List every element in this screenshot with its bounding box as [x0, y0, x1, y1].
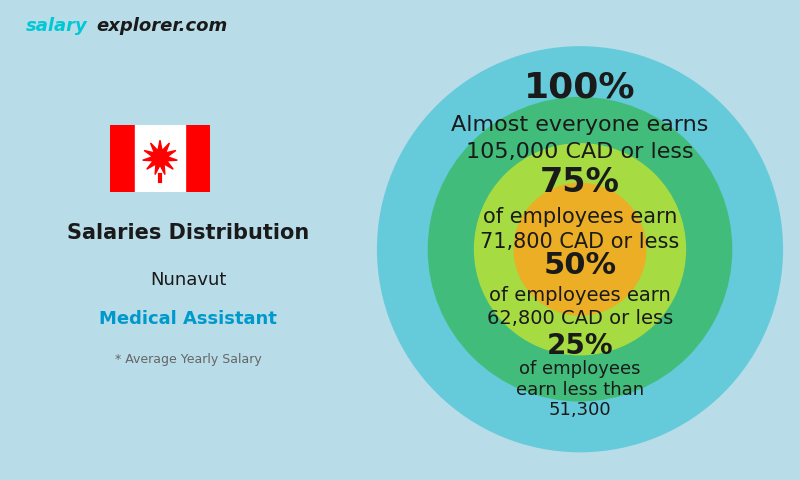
Polygon shape [142, 140, 178, 175]
Text: 51,300: 51,300 [549, 401, 611, 419]
Text: salary: salary [26, 17, 88, 35]
Text: Nunavut: Nunavut [150, 271, 226, 289]
Text: 62,800 CAD or less: 62,800 CAD or less [487, 309, 673, 328]
Text: 25%: 25% [546, 332, 614, 360]
Text: of employees: of employees [519, 360, 641, 378]
Text: 71,800 CAD or less: 71,800 CAD or less [480, 232, 680, 252]
Text: * Average Yearly Salary: * Average Yearly Salary [114, 353, 262, 366]
Circle shape [514, 183, 646, 316]
Bar [185, 125, 210, 192]
Circle shape [428, 97, 732, 402]
Text: earn less than: earn less than [516, 381, 644, 398]
Text: 100%: 100% [524, 71, 636, 105]
Text: 105,000 CAD or less: 105,000 CAD or less [466, 142, 694, 162]
Text: Medical Assistant: Medical Assistant [99, 310, 277, 328]
Text: explorer.com: explorer.com [96, 17, 227, 35]
Bar [134, 125, 185, 192]
Text: of employees earn: of employees earn [489, 286, 671, 305]
Text: of employees earn: of employees earn [483, 207, 677, 227]
Text: Almost everyone earns: Almost everyone earns [451, 115, 709, 134]
Bar [110, 125, 134, 192]
Text: 75%: 75% [540, 166, 620, 199]
Circle shape [474, 143, 686, 355]
Circle shape [377, 46, 783, 452]
Text: 50%: 50% [543, 252, 617, 280]
Text: Salaries Distribution: Salaries Distribution [67, 223, 309, 243]
